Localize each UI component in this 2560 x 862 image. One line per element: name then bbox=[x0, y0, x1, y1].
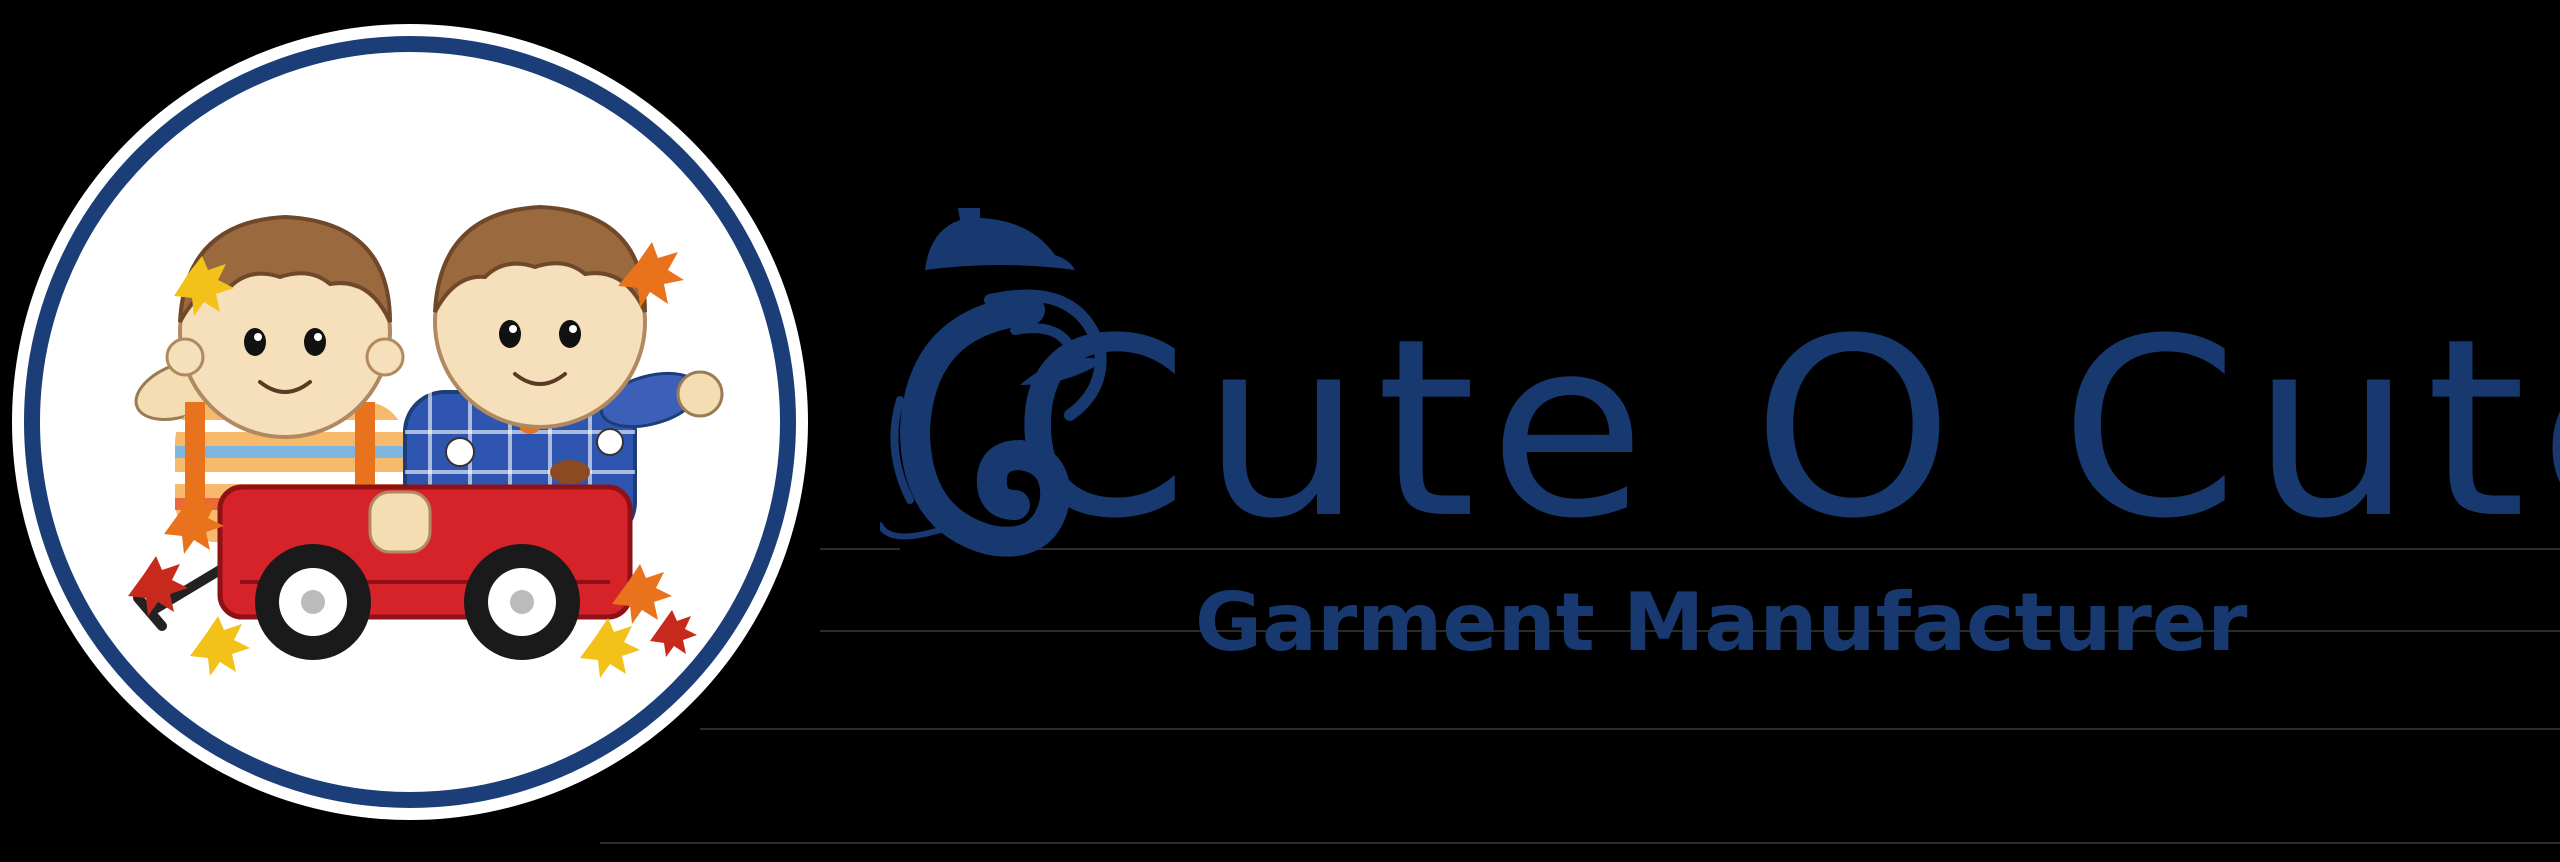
wagon-wheel-icon bbox=[464, 544, 580, 660]
kid-face-right bbox=[433, 204, 647, 429]
kids-wagon-illustration bbox=[12, 24, 808, 820]
ganesha-hook-mark-icon bbox=[880, 200, 1140, 600]
wagon-wheel-icon bbox=[255, 544, 371, 660]
autumn-leaf-icon bbox=[164, 494, 224, 554]
divider-line bbox=[600, 842, 2560, 844]
autumn-leaf-icon bbox=[612, 564, 672, 624]
autumn-leaf-icon bbox=[650, 610, 697, 657]
brand-tagline: Garment Manufacturer bbox=[1195, 576, 2248, 669]
divider-line bbox=[820, 548, 2560, 550]
divider-line bbox=[700, 728, 2560, 730]
kids-wagon-emblem bbox=[10, 22, 810, 822]
kid-face-left bbox=[165, 214, 405, 439]
autumn-leaf-icon bbox=[128, 556, 188, 616]
divider-line bbox=[820, 630, 2560, 632]
brand-name: Cute O Cute bbox=[1010, 287, 2560, 573]
autumn-leaf-icon bbox=[174, 256, 234, 316]
autumn-leaf-icon bbox=[580, 618, 640, 678]
autumn-leaf-icon bbox=[618, 242, 684, 308]
autumn-leaf-icon bbox=[190, 616, 250, 676]
